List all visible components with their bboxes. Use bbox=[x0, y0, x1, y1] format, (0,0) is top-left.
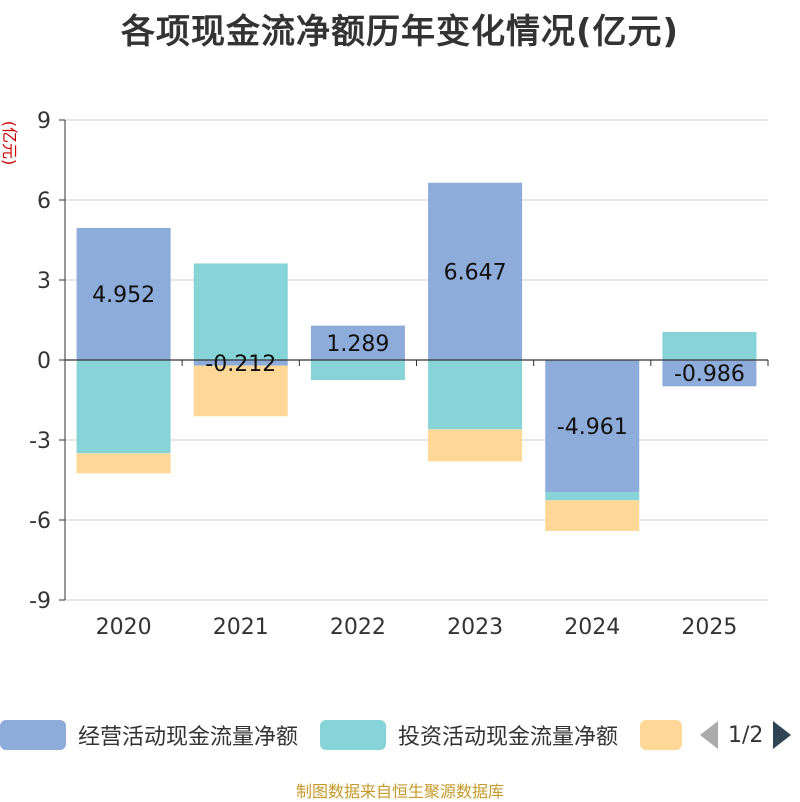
data-label: 1.289 bbox=[326, 332, 389, 357]
label-layer: 4.952 -0.212 1.289 6.647 -4.961 -0.986 bbox=[92, 260, 745, 440]
pager-prev-arrow-icon[interactable] bbox=[700, 721, 718, 749]
y-tick-label: -9 bbox=[29, 589, 51, 614]
pager-next-arrow-icon[interactable] bbox=[773, 721, 792, 749]
bar-2022-series-0 bbox=[310, 325, 405, 360]
bar-2020-series-1 bbox=[76, 360, 171, 454]
x-tick-label: 2021 bbox=[213, 615, 269, 640]
bar-2025-series-0 bbox=[662, 360, 757, 387]
x-tick-label: 2022 bbox=[330, 615, 386, 640]
y-axis-unit-label: (亿元) bbox=[0, 121, 19, 166]
legend-swatch-financing bbox=[640, 720, 682, 750]
legend-label-operating: 经营活动现金流量净额 bbox=[78, 725, 299, 750]
bar-2023-series-2 bbox=[428, 429, 523, 462]
bar-2021-series-2 bbox=[193, 365, 288, 417]
legend: 经营活动现金流量净额 投资活动现金流量净额 1/2 bbox=[0, 712, 800, 758]
legend-label-investing: 投资活动现金流量净额 bbox=[398, 725, 619, 750]
bar-2020-series-2 bbox=[76, 453, 171, 474]
legend-item-operating[interactable]: 经营活动现金流量净额 bbox=[0, 718, 298, 752]
stacked-bar-chart: 9 6 3 0 -3 -6 -9 2020 2021 2022 2023 2024 2025 4.952… bbox=[0, 109, 769, 640]
y-tick-label: -6 bbox=[29, 509, 51, 534]
y-tick-label: 6 bbox=[37, 189, 51, 214]
bar-2024-series-2 bbox=[545, 500, 640, 531]
legend-item-investing[interactable]: 投资活动现金流量净额 bbox=[320, 718, 618, 752]
legend-swatch-operating bbox=[0, 720, 66, 750]
y-tick-label: 0 bbox=[37, 349, 51, 374]
legend-swatch-investing bbox=[320, 720, 386, 750]
data-label: 4.952 bbox=[92, 283, 155, 308]
data-label: -0.986 bbox=[674, 362, 745, 387]
pager-page-indicator: 1/2 bbox=[728, 722, 764, 748]
x-tick-label: 2024 bbox=[564, 615, 620, 640]
grid-layer bbox=[65, 119, 768, 601]
x-tick-label: 2020 bbox=[96, 615, 152, 640]
y-tick-label: 9 bbox=[37, 109, 51, 134]
legend-pager: 1/2 bbox=[700, 718, 792, 752]
y-tick-label: 3 bbox=[37, 269, 51, 294]
bar-layer bbox=[76, 182, 757, 531]
axis-layer: 9 6 3 0 -3 -6 -9 2020 2021 2022 2023 2024 2025 bbox=[29, 109, 769, 640]
y-tick-label: -3 bbox=[29, 429, 51, 454]
data-source-note: 制图数据来自恒生聚源数据库 bbox=[295, 782, 504, 801]
chart-title: 各项现金流净额历年变化情况(亿元) bbox=[120, 12, 680, 52]
bar-2024-series-0 bbox=[545, 360, 640, 493]
bar-2020-series-0 bbox=[76, 227, 171, 360]
bar-2022-series-1 bbox=[310, 360, 405, 380]
bar-2025-series-1 bbox=[662, 332, 757, 360]
x-tick-label: 2025 bbox=[681, 615, 737, 640]
data-label: -0.212 bbox=[205, 352, 276, 377]
bar-2023-series-1 bbox=[428, 360, 523, 430]
bar-2023-series-0 bbox=[428, 182, 523, 360]
bar-2021-series-1 bbox=[193, 263, 288, 360]
legend-item-financing[interactable] bbox=[640, 718, 694, 752]
bar-2021-series-0 bbox=[193, 360, 288, 366]
data-label: -4.961 bbox=[557, 415, 628, 440]
x-tick-label: 2023 bbox=[447, 615, 503, 640]
bar-2024-series-1 bbox=[545, 492, 640, 501]
data-label: 6.647 bbox=[444, 260, 507, 285]
